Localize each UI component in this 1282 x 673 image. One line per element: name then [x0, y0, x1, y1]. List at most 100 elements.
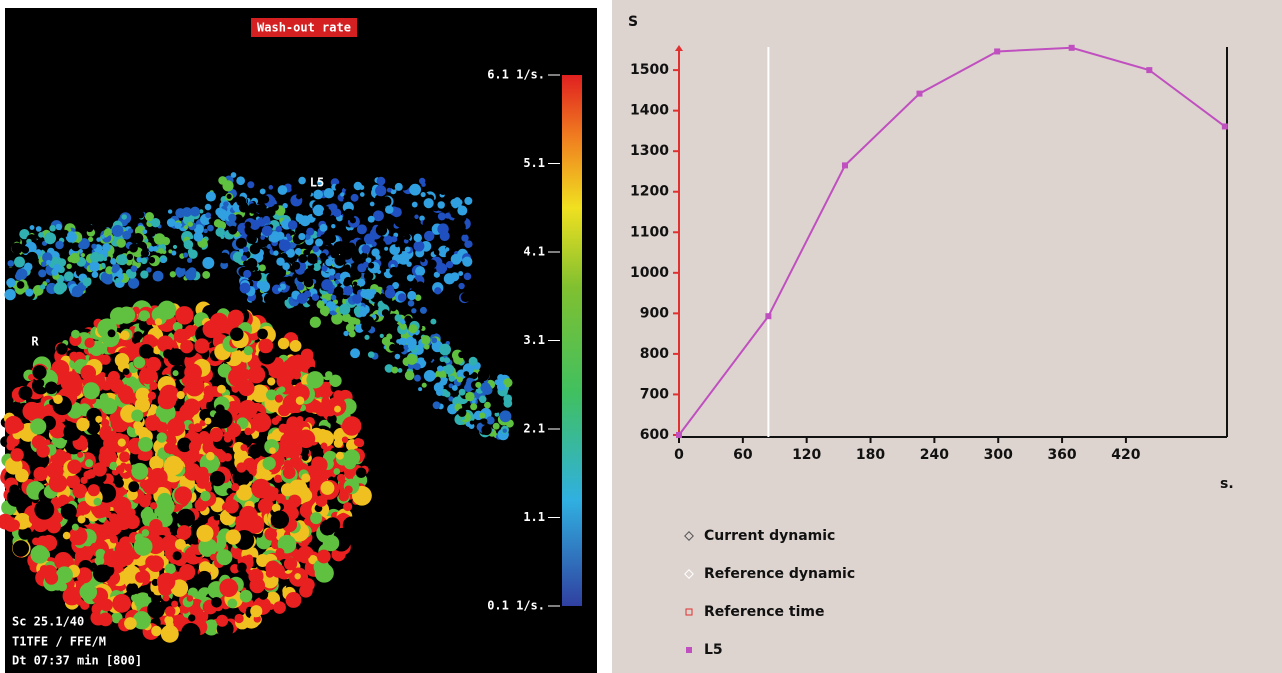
- tissue: [120, 330, 130, 340]
- y-tick-label: 1500: [630, 62, 669, 78]
- tissue: [141, 508, 154, 521]
- tissue: [14, 257, 25, 268]
- tissue: [171, 601, 178, 608]
- tissue: [67, 460, 81, 474]
- tissue: [414, 234, 422, 242]
- tissue: [108, 371, 120, 383]
- tissue: [148, 591, 154, 597]
- tissue: [163, 595, 170, 602]
- tissue: [71, 330, 80, 339]
- tissue: [205, 418, 212, 425]
- tissue: [19, 386, 33, 400]
- tissue: [360, 192, 365, 197]
- tissue: [435, 377, 441, 383]
- y-tick-label: 1300: [630, 143, 669, 159]
- tissue: [150, 502, 157, 509]
- tissue: [259, 281, 270, 292]
- tissue: [217, 385, 226, 394]
- tissue: [370, 202, 375, 207]
- tissue: [338, 491, 349, 502]
- tissue: [227, 599, 237, 609]
- tissue: [95, 416, 102, 423]
- tissue: [236, 176, 245, 185]
- tissue: [292, 262, 300, 270]
- tissue: [121, 214, 126, 219]
- tissue: [41, 261, 47, 267]
- tissue: [299, 584, 313, 598]
- tissue: [456, 199, 463, 206]
- tissue: [45, 571, 58, 584]
- tissue: [6, 267, 16, 277]
- tissue: [310, 512, 322, 524]
- tissue: [202, 271, 210, 279]
- colorbar-tick-label: 5.1: [523, 156, 545, 170]
- tissue: [431, 337, 437, 343]
- tissue: [362, 245, 371, 254]
- tissue: [491, 403, 501, 413]
- tissue: [115, 479, 124, 488]
- tissue: [304, 268, 315, 279]
- tissue: [157, 432, 167, 442]
- tissue: [350, 423, 359, 432]
- tissue: [139, 344, 153, 358]
- tissue: [306, 371, 323, 388]
- point: [1069, 45, 1075, 51]
- tissue: [25, 289, 33, 297]
- tissue: [243, 247, 249, 253]
- tissue: [184, 240, 194, 250]
- tissue: [210, 428, 223, 441]
- tissue: [269, 185, 274, 190]
- tissue: [328, 268, 335, 275]
- tissue: [81, 253, 85, 257]
- tissue: [479, 412, 485, 418]
- tissue: [438, 372, 444, 378]
- tissue: [180, 340, 193, 353]
- tissue: [205, 212, 211, 218]
- point: [765, 313, 771, 319]
- tissue: [146, 318, 153, 325]
- tissue: [171, 251, 176, 256]
- tissue: [323, 535, 339, 551]
- tissue: [475, 382, 481, 388]
- tissue: [203, 229, 207, 233]
- point: [1146, 67, 1152, 73]
- tissue: [228, 368, 248, 388]
- tissue: [105, 511, 112, 518]
- x-tick-label: 60: [733, 447, 753, 463]
- tissue: [481, 425, 491, 435]
- tissue: [207, 225, 214, 232]
- tissue: [445, 247, 449, 251]
- tissue: [44, 439, 50, 445]
- tissue: [276, 548, 285, 557]
- y-tick-label: 1400: [630, 103, 669, 119]
- tissue: [246, 474, 254, 482]
- y-tick-label: 1200: [630, 184, 669, 200]
- y-tick-label: 1000: [630, 265, 669, 281]
- tissue: [124, 464, 132, 472]
- tissue: [215, 227, 224, 236]
- tissue: [85, 459, 93, 467]
- tissue: [297, 293, 308, 304]
- tissue: [297, 430, 316, 449]
- tissue: [268, 604, 274, 610]
- tissue: [115, 540, 133, 558]
- tissue: [457, 376, 463, 382]
- tissue: [301, 550, 310, 559]
- tissue: [283, 466, 296, 479]
- tissue: [320, 224, 328, 232]
- tissue: [91, 543, 99, 551]
- tissue: [158, 248, 164, 254]
- tissue: [285, 276, 295, 286]
- tissue: [112, 594, 131, 613]
- tissue: [173, 551, 182, 560]
- tissue: [362, 345, 368, 351]
- tissue: [77, 452, 83, 458]
- tissue: [99, 220, 104, 225]
- tissue: [101, 425, 112, 436]
- tissue: [193, 232, 203, 242]
- tissue: [493, 423, 500, 430]
- tissue: [354, 438, 362, 446]
- tissue: [279, 239, 291, 251]
- tissue: [107, 256, 111, 260]
- tissue: [408, 300, 415, 307]
